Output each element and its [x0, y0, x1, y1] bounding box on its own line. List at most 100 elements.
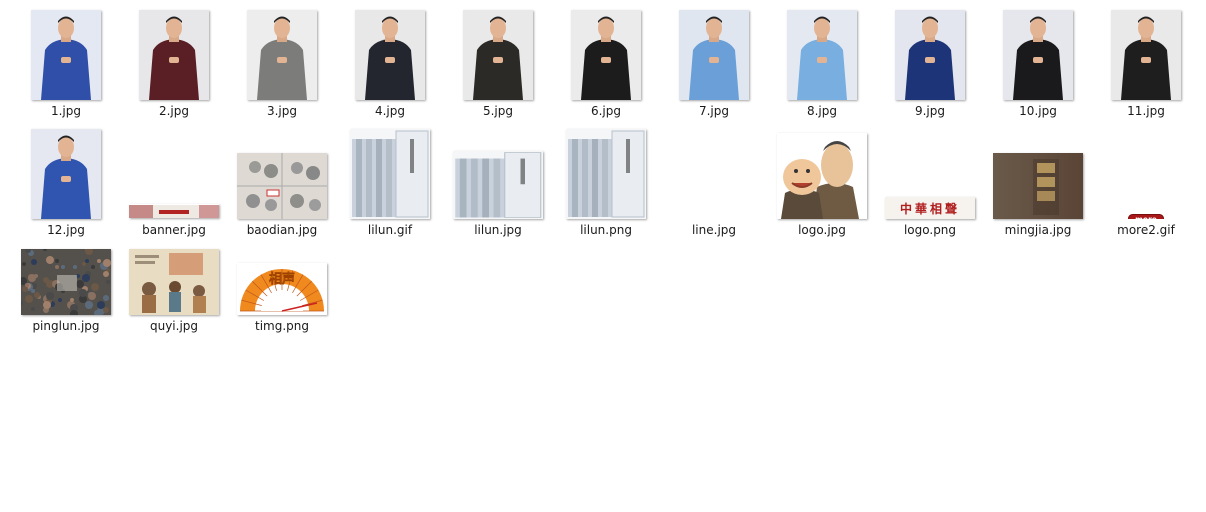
- file-name: banner.jpg: [142, 223, 206, 237]
- thumbnail: [228, 8, 336, 100]
- image-file-icon: [350, 129, 430, 219]
- file-name: 9.jpg: [914, 104, 946, 118]
- image-file-icon: [129, 204, 219, 218]
- thumbnail: [660, 127, 768, 219]
- file-item[interactable]: line.jpg: [660, 127, 768, 245]
- thumbnail: [228, 127, 336, 219]
- file-item[interactable]: lilun.jpg: [444, 127, 552, 245]
- thumbnail: [660, 8, 768, 100]
- thumbnail: [768, 8, 876, 100]
- thumbnail: 相声: [228, 223, 336, 315]
- file-name: lilun.gif: [367, 223, 413, 237]
- file-name: 11.jpg: [1127, 104, 1165, 118]
- file-item[interactable]: 3.jpg: [228, 8, 336, 126]
- file-name: more2.gif: [1117, 223, 1175, 237]
- svg-text:相声: 相声: [269, 271, 295, 287]
- file-item[interactable]: 9.jpg: [876, 8, 984, 126]
- file-item[interactable]: 2.jpg: [120, 8, 228, 126]
- thumbnail: [552, 127, 660, 219]
- thumbnail: [120, 8, 228, 100]
- file-name: baodian.jpg: [246, 223, 318, 237]
- file-name: logo.png: [903, 223, 957, 237]
- image-file-icon: [355, 10, 425, 100]
- file-item[interactable]: 1.jpg: [12, 8, 120, 126]
- file-item[interactable]: 7.jpg: [660, 8, 768, 126]
- file-name: pinglun.jpg: [32, 319, 100, 333]
- image-file-icon: [129, 249, 219, 315]
- thumbnail: [120, 127, 228, 219]
- file-name: logo.jpg: [798, 223, 846, 237]
- file-name: lilun.png: [580, 223, 632, 237]
- file-name: quyi.jpg: [149, 319, 199, 333]
- file-item[interactable]: 4.jpg: [336, 8, 444, 126]
- image-file-icon: [31, 10, 101, 100]
- file-name: mingjia.jpg: [1004, 223, 1072, 237]
- file-item[interactable]: 5.jpg: [444, 8, 552, 126]
- file-item[interactable]: 相声 timg.png: [228, 223, 336, 341]
- file-name: 12.jpg: [47, 223, 85, 237]
- file-name: 3.jpg: [266, 104, 298, 118]
- image-file-icon: [1003, 10, 1073, 100]
- image-file-icon: [787, 10, 857, 100]
- file-item[interactable]: 8.jpg: [768, 8, 876, 126]
- file-name: 6.jpg: [590, 104, 622, 118]
- thumbnail: [120, 223, 228, 315]
- image-file-icon: 中華相聲: [885, 197, 975, 219]
- thumbnail: [12, 127, 120, 219]
- file-name: 2.jpg: [158, 104, 190, 118]
- image-file-icon: [669, 215, 759, 218]
- file-name: 8.jpg: [806, 104, 838, 118]
- file-name: 1.jpg: [50, 104, 82, 118]
- image-file-icon: more: [1128, 209, 1164, 219]
- image-file-icon: [463, 10, 533, 100]
- thumbnail: [336, 127, 444, 219]
- image-file-icon: [237, 153, 327, 219]
- image-file-icon: [777, 133, 867, 219]
- thumbnail: [984, 8, 1092, 100]
- file-item[interactable]: 12.jpg: [12, 127, 120, 245]
- image-file-icon: [453, 151, 543, 219]
- file-name: timg.png: [255, 319, 309, 333]
- file-item[interactable]: banner.jpg: [120, 127, 228, 245]
- image-file-icon: [679, 10, 749, 100]
- file-item[interactable]: 10.jpg: [984, 8, 1092, 126]
- file-name: lilun.jpg: [474, 223, 522, 237]
- file-item[interactable]: lilun.gif: [336, 127, 444, 245]
- file-item[interactable]: mingjia.jpg: [984, 127, 1092, 245]
- image-file-icon: 相声: [237, 263, 327, 315]
- thumbnail: [876, 8, 984, 100]
- image-file-icon: [21, 249, 111, 315]
- thumbnail: [1092, 8, 1200, 100]
- thumbnail: [336, 8, 444, 100]
- image-file-icon: [139, 10, 209, 100]
- thumbnail: [552, 8, 660, 100]
- image-file-icon: [31, 129, 101, 219]
- svg-text:中華相聲: 中華相聲: [900, 201, 960, 216]
- thumbnail: 中華相聲: [876, 127, 984, 219]
- thumbnail: [984, 127, 1092, 219]
- file-item[interactable]: 11.jpg: [1092, 8, 1200, 126]
- file-item[interactable]: quyi.jpg: [120, 223, 228, 341]
- file-item[interactable]: pinglun.jpg: [12, 223, 120, 341]
- thumbnail: [444, 8, 552, 100]
- svg-text:more: more: [1135, 215, 1157, 219]
- image-file-icon: [566, 129, 646, 219]
- file-item[interactable]: 6.jpg: [552, 8, 660, 126]
- file-name: 7.jpg: [698, 104, 730, 118]
- image-file-icon: [247, 10, 317, 100]
- file-name: 4.jpg: [374, 104, 406, 118]
- thumbnail: [12, 223, 120, 315]
- file-item[interactable]: more more2.gif: [1092, 127, 1200, 245]
- image-file-icon: [1111, 10, 1181, 100]
- thumbnail: more: [1092, 127, 1200, 219]
- image-file-icon: [993, 153, 1083, 219]
- file-item[interactable]: baodian.jpg: [228, 127, 336, 245]
- thumbnail: [768, 127, 876, 219]
- file-item[interactable]: 中華相聲 logo.png: [876, 127, 984, 245]
- file-name: 10.jpg: [1019, 104, 1057, 118]
- thumbnail: [12, 8, 120, 100]
- image-file-icon: [571, 10, 641, 100]
- file-item[interactable]: logo.jpg: [768, 127, 876, 245]
- file-item[interactable]: lilun.png: [552, 127, 660, 245]
- image-file-icon: [895, 10, 965, 100]
